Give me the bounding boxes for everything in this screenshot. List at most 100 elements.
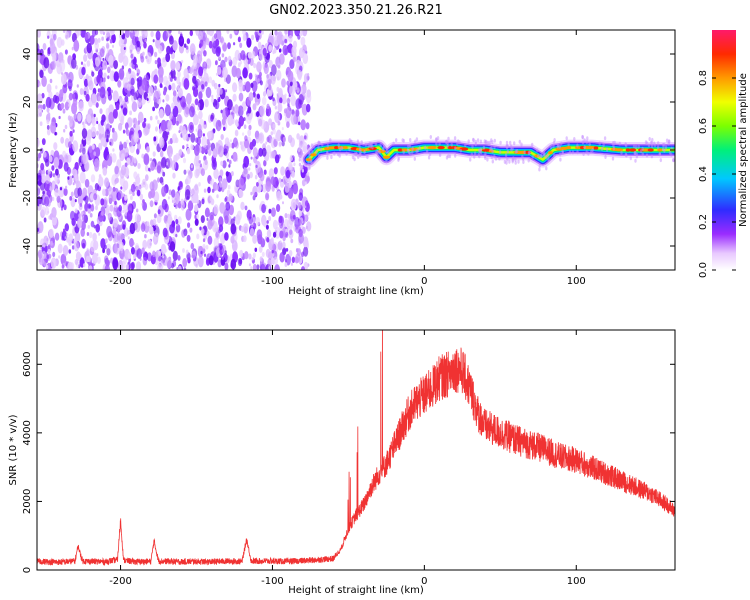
heatmap-noise-cell <box>305 92 312 104</box>
heatmap-noise-cell <box>237 62 241 68</box>
heatmap-noise-cell <box>185 45 189 50</box>
heatmap-noise-cell <box>120 115 125 122</box>
heatmap-trace-speckle <box>450 142 453 147</box>
heatmap-noise-cell <box>55 168 59 176</box>
heatmap-noise-cell <box>292 81 298 91</box>
heatmap-noise-cell <box>39 112 42 117</box>
heatmap-trace-speckle <box>356 139 360 144</box>
heatmap-noise-cell <box>157 45 163 54</box>
heatmap-noise-cell <box>164 104 171 117</box>
heatmap-noise-cell <box>129 238 134 248</box>
heatmap-trace-peak <box>310 153 317 157</box>
heatmap-trace-speckle <box>493 154 496 159</box>
heatmap-noise-cell <box>88 265 93 270</box>
heatmap-noise-cell <box>185 93 192 105</box>
heatmap-noise-cell <box>115 102 120 111</box>
heatmap-noise-cell <box>189 227 193 233</box>
heatmap-noise-cell <box>183 267 187 270</box>
heatmap-noise-cell <box>219 37 222 43</box>
heatmap-noise-cell <box>278 53 285 65</box>
heatmap-noise-cell <box>39 48 44 57</box>
heatmap-trace-speckle <box>473 154 476 159</box>
heatmap-noise-cell <box>201 84 205 90</box>
heatmap-noise-cell <box>154 51 158 58</box>
heatmap-noise-cell <box>48 228 54 238</box>
snr-xtick-label: 100 <box>567 576 586 587</box>
heatmap-noise-cell <box>253 62 257 69</box>
heatmap-noise-cell <box>150 219 154 227</box>
heatmap-noise-cell <box>66 232 69 237</box>
heatmap-noise-cell <box>165 94 170 102</box>
heatmap-noise-cell <box>221 53 225 58</box>
heatmap-noise-cell <box>266 103 270 110</box>
heatmap-noise-cell <box>242 107 245 112</box>
heatmap-trace-speckle <box>435 141 438 146</box>
heatmap-noise-cell <box>162 171 166 177</box>
heatmap-trace-speckle <box>396 153 399 157</box>
heatmap-noise-cell <box>79 203 83 207</box>
heatmap-noise-cell <box>132 191 135 197</box>
heatmap-noise-cell <box>282 201 284 205</box>
heatmap-noise-cell <box>266 136 270 143</box>
heatmap-noise-cell <box>80 61 84 65</box>
heatmap-noise-cell <box>53 33 57 41</box>
heatmap-trace-speckle <box>586 136 589 141</box>
heatmap-noise-cell <box>260 258 264 263</box>
heatmap-noise-cell <box>221 118 226 126</box>
heatmap-noise-cell <box>272 97 275 102</box>
heatmap-trace-speckle <box>438 153 442 157</box>
heatmap-noise-cell <box>234 129 239 137</box>
heatmap-noise-cell <box>169 47 174 55</box>
heatmap-noise-cell <box>166 45 171 55</box>
heatmap-noise-cell <box>94 162 99 172</box>
heatmap-noise-cell <box>95 205 98 211</box>
heatmap-noise-cell <box>159 83 163 88</box>
heatmap-noise-cell <box>242 235 247 243</box>
colorbar-tick-label: 0.6 <box>698 118 709 134</box>
heatmap-noise-cell <box>92 252 98 265</box>
heatmap-noise-cell <box>95 147 101 158</box>
heatmap-noise-cell <box>225 201 231 211</box>
heatmap-trace-speckle <box>509 140 512 145</box>
heatmap-trace-speckle <box>454 153 457 158</box>
heatmap-trace-speckle <box>414 139 417 144</box>
heatmap-trace-speckle <box>317 145 320 150</box>
heatmap-noise-cell <box>303 261 309 270</box>
heatmap-trace-speckle <box>656 145 660 150</box>
heatmap-noise-cell <box>133 117 138 126</box>
heatmap-trace-speckle <box>618 141 622 146</box>
heatmap-noise-cell <box>243 155 250 168</box>
heatmap-trace-speckle <box>438 141 441 146</box>
heatmap-noise-cell <box>212 148 218 159</box>
heatmap-noise-cell <box>41 75 47 87</box>
heatmap-noise-cell <box>162 57 166 63</box>
heatmap-noise-cell <box>91 144 95 150</box>
heatmap-noise-cell <box>244 251 249 260</box>
heatmap-noise-cell <box>146 221 150 227</box>
heatmap-noise-cell <box>135 261 142 270</box>
heatmap-xtick-label: 100 <box>567 276 586 287</box>
heatmap-noise-cell <box>274 132 280 142</box>
heatmap-noise-cell <box>130 53 134 59</box>
heatmap-noise-cell <box>169 35 174 45</box>
heatmap-noise-cell <box>158 250 162 256</box>
heatmap-noise-cell <box>256 93 260 100</box>
heatmap-noise-cell <box>220 160 224 166</box>
heatmap-noise-cell <box>70 191 74 197</box>
heatmap-noise-cell <box>49 41 56 54</box>
heatmap-noise-cell <box>272 128 276 135</box>
heatmap-noise-cell <box>130 30 134 33</box>
heatmap-noise-cell <box>224 262 229 270</box>
heatmap-trace-speckle <box>337 152 340 157</box>
heatmap-trace-speckle <box>447 154 450 159</box>
heatmap-noise-cell <box>186 143 189 148</box>
heatmap-trace-speckle <box>585 140 589 144</box>
heatmap-noise-cell <box>153 74 159 84</box>
heatmap-noise-cell <box>278 215 283 224</box>
heatmap-trace-speckle <box>602 143 605 148</box>
heatmap-noise-cell <box>230 235 235 244</box>
heatmap-noise-cell <box>298 157 301 162</box>
heatmap-noise-cell <box>91 71 95 77</box>
heatmap-noise-cell <box>213 237 219 248</box>
heatmap-noise-cell <box>189 67 193 74</box>
